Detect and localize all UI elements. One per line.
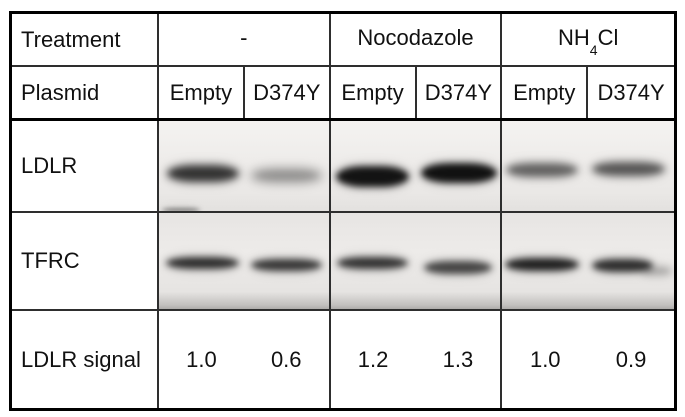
tfrc-blot-group-2 [502, 213, 674, 309]
ldlr-row-label-cell: LDLR [12, 121, 159, 211]
signal-value: 1.0 [529, 346, 561, 372]
ldlr-blot-row: LDLR [12, 121, 674, 213]
signal-group-1: 1.2 1.3 [331, 311, 503, 408]
treatment-row: Treatment - Nocodazole NH4Cl [12, 14, 674, 67]
wb-band [250, 259, 322, 271]
treatment-cell-none: - [159, 14, 331, 65]
signal-row-label: LDLR signal [21, 346, 141, 372]
wb-band [641, 267, 673, 275]
signal-value-cell: 1.2 [331, 346, 416, 372]
plasmid-cell-6: D374Y [588, 67, 674, 118]
wb-band [420, 163, 497, 183]
plasmid-row: Plasmid Empty D374Y Empty D374Y Empty D3… [12, 67, 674, 121]
ldlr-blot-group-1 [330, 121, 503, 211]
signal-row: LDLR signal 1.0 0.6 1.2 1.3 1.0 0.9 [12, 311, 674, 408]
signal-value-cell: 0.9 [588, 346, 674, 372]
treatment-cell-nh4cl: NH4Cl [502, 14, 674, 65]
wb-band [423, 260, 492, 274]
ldlr-blot-group-0 [159, 121, 331, 211]
plasmid-cell-5: Empty [502, 67, 589, 118]
plasmid-label: Empty [169, 79, 233, 105]
signal-value-cell: 1.0 [502, 346, 588, 372]
wb-band [335, 165, 409, 187]
signal-value: 1.0 [186, 346, 217, 372]
tfrc-row-label-cell: TFRC [12, 213, 159, 309]
wb-band [165, 257, 239, 269]
ldlr-blot-group-2 [502, 121, 674, 211]
treatment-row-label-cell: Treatment [12, 14, 159, 65]
plasmid-cell-3: Empty [331, 67, 417, 118]
treatment-nh4cl-label: NH4Cl [557, 24, 619, 59]
tfrc-blot-group-1 [330, 213, 503, 309]
signal-value-cell: 0.6 [244, 346, 329, 372]
treatment-row-label: Treatment [21, 26, 121, 52]
plasmid-label: D374Y [424, 79, 493, 105]
ldlr-row-label: LDLR [21, 153, 78, 178]
wb-band [591, 258, 654, 272]
signal-row-label-cell: LDLR signal [12, 311, 159, 408]
tfrc-row-label: TFRC [21, 248, 80, 273]
wb-band [592, 162, 665, 176]
signal-value: 0.9 [615, 346, 647, 372]
treatment-cell-nocodazole: Nocodazole [331, 14, 503, 65]
tfrc-blot-group-0 [159, 213, 331, 309]
wb-band [167, 164, 239, 182]
plasmid-cell-1: Empty [159, 67, 245, 118]
wb-band [336, 257, 408, 269]
plasmid-label: Empty [341, 79, 404, 105]
signal-value: 0.6 [270, 346, 302, 372]
wb-band [162, 208, 200, 211]
plasmid-label: D374Y [253, 79, 321, 105]
signal-value: 1.2 [357, 346, 389, 372]
plasmid-row-label: Plasmid [21, 79, 100, 105]
plasmid-row-label-cell: Plasmid [12, 67, 159, 118]
treatment-nocodazole-label: Nocodazole [357, 24, 474, 50]
tfrc-blot-row: TFRC [12, 213, 674, 311]
plasmid-cell-4: D374Y [417, 67, 503, 118]
signal-value-cell: 1.3 [416, 346, 501, 372]
wb-band [505, 163, 578, 177]
signal-group-0: 1.0 0.6 [159, 311, 331, 408]
wb-band [504, 257, 579, 271]
plasmid-label: Empty [513, 79, 576, 105]
signal-group-2: 1.0 0.9 [502, 311, 674, 408]
plasmid-label: D374Y [597, 79, 665, 105]
plasmid-cell-2: D374Y [245, 67, 331, 118]
wb-band [250, 168, 322, 182]
western-blot-table: Treatment - Nocodazole NH4Cl Plasmid Emp… [9, 11, 677, 411]
signal-value-cell: 1.0 [159, 346, 244, 372]
treatment-none-label: - [240, 24, 248, 50]
signal-value: 1.3 [442, 346, 474, 372]
